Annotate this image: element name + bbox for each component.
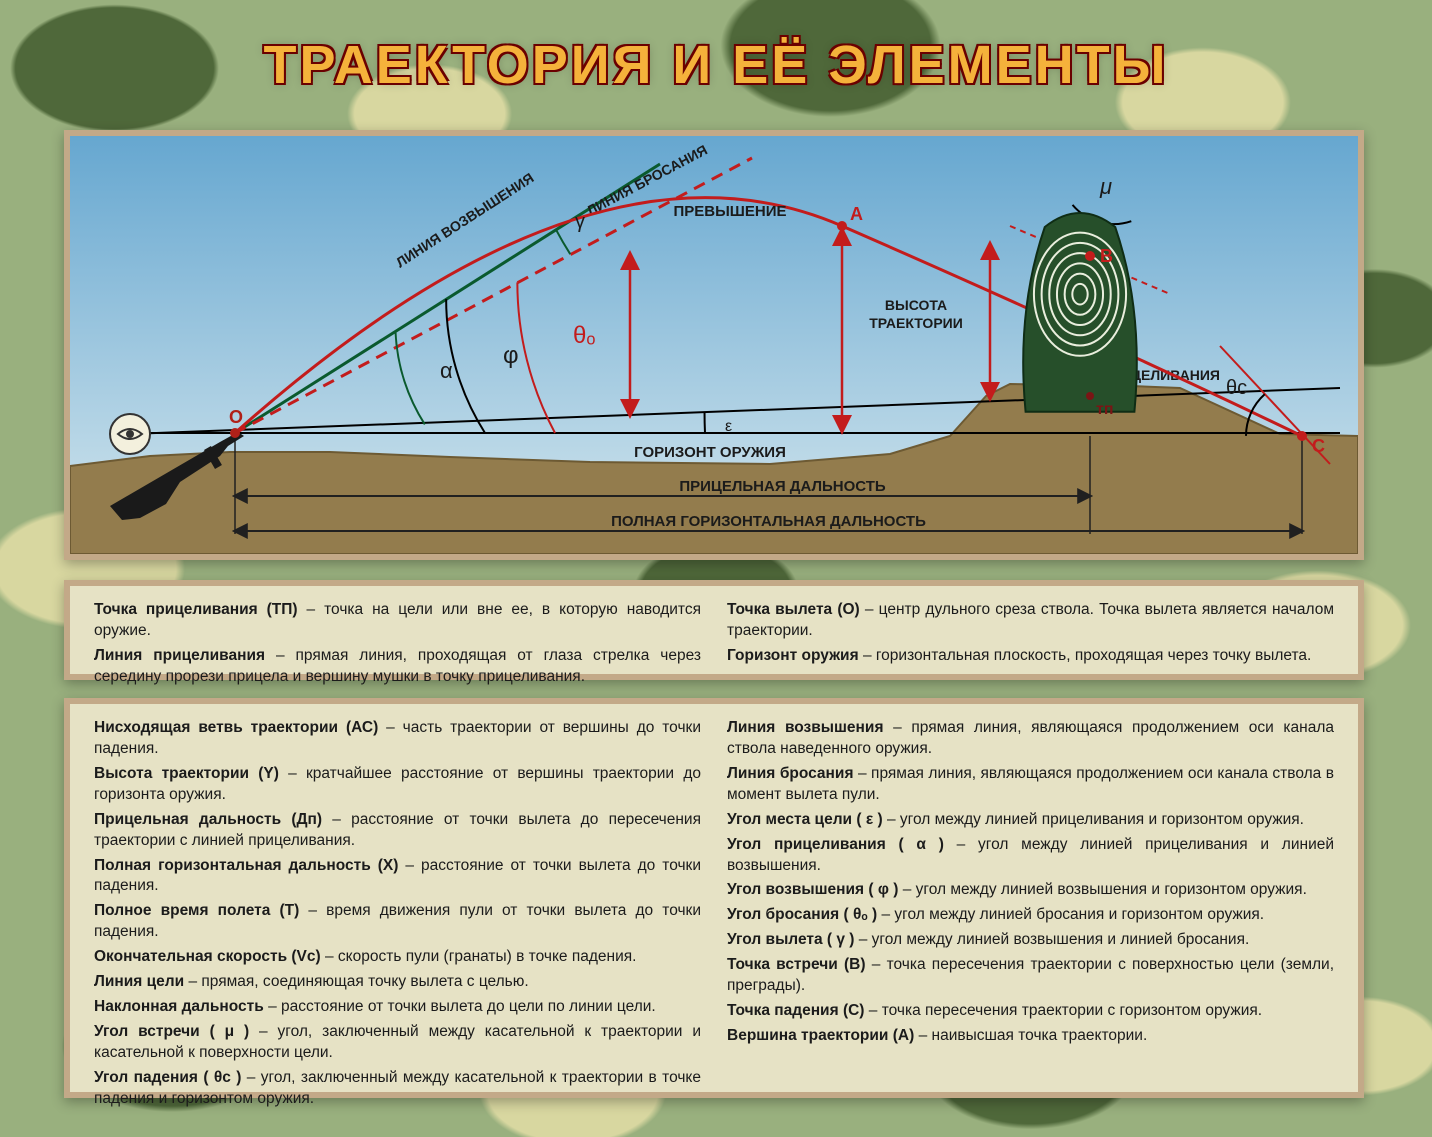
- svg-text:ПРИЦЕЛЬНАЯ ДАЛЬНОСТЬ: ПРИЦЕЛЬНАЯ ДАЛЬНОСТЬ: [679, 478, 886, 495]
- defs2-right: Линия возвышения – прямая линия, являюща…: [727, 714, 1334, 1082]
- diagram-svg: ПОЛНАЯ ГОРИЗОНТАЛЬНАЯ ДАЛЬНОСТЬ ПРИЦЕЛЬНА…: [70, 136, 1358, 554]
- definitions-top: Точка прицеливания (ТП) – точка на цели …: [64, 580, 1364, 680]
- defs2-left: Нисходящая ветвь траектории (АС) – часть…: [94, 714, 701, 1082]
- svg-text:тп: тп: [1096, 401, 1114, 418]
- svg-text:С: С: [1312, 436, 1325, 456]
- svg-text:θₒ: θₒ: [573, 322, 595, 349]
- trajectory-diagram: ПОЛНАЯ ГОРИЗОНТАЛЬНАЯ ДАЛЬНОСТЬ ПРИЦЕЛЬНА…: [64, 130, 1364, 560]
- svg-text:θc: θc: [1226, 377, 1247, 399]
- svg-text:μ: μ: [1099, 174, 1112, 199]
- defs1-right: Точка вылета (О) – центр дульного среза …: [727, 596, 1334, 664]
- page-title: ТРАЕКТОРИЯ И ЕЁ ЭЛЕМЕНТЫ: [0, 34, 1432, 96]
- svg-text:ПОЛНАЯ ГОРИЗОНТАЛЬНАЯ ДАЛЬНОСТ: ПОЛНАЯ ГОРИЗОНТАЛЬНАЯ ДАЛЬНОСТЬ: [611, 513, 926, 530]
- svg-text:φ: φ: [503, 342, 519, 369]
- svg-text:ПРЕВЫШЕНИЕ: ПРЕВЫШЕНИЕ: [673, 203, 786, 220]
- defs1-left: Точка прицеливания (ТП) – точка на цели …: [94, 596, 701, 664]
- definitions-bottom: Нисходящая ветвь траектории (АС) – часть…: [64, 698, 1364, 1098]
- svg-text:В: В: [1100, 246, 1113, 266]
- svg-text:α: α: [440, 358, 453, 383]
- svg-text:О: О: [229, 407, 243, 427]
- svg-text:γ: γ: [575, 211, 585, 233]
- svg-text:А: А: [850, 204, 863, 224]
- svg-text:ε: ε: [725, 418, 732, 435]
- svg-text:ГОРИЗОНТ ОРУЖИЯ: ГОРИЗОНТ ОРУЖИЯ: [634, 444, 786, 461]
